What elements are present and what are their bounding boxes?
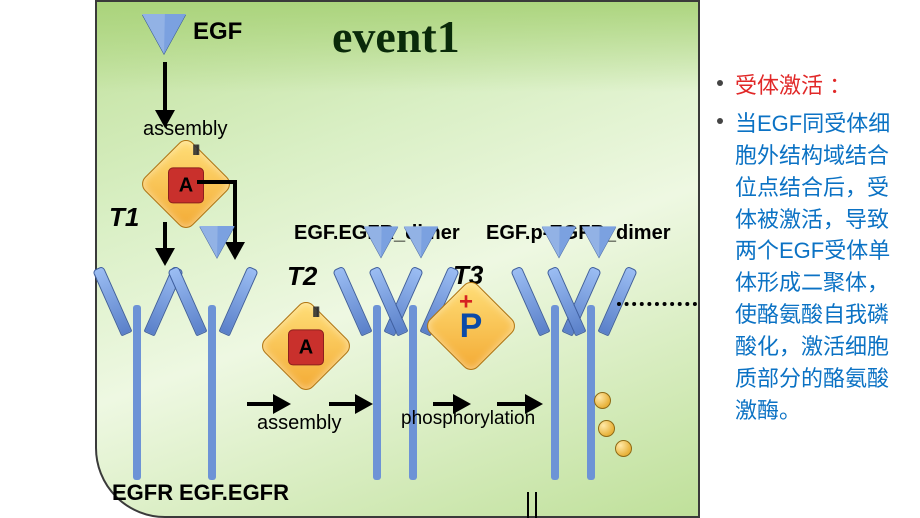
egf-bound-3a [542, 226, 576, 257]
receptor-egfr [117, 250, 157, 480]
egf-bound-2b [404, 226, 438, 257]
annotation-panel: 受体激活 ： 当EGF同受体细胞外结构域结合位点结合后，受体被激活，导致两个EG… [700, 0, 920, 518]
egf-label: EGF [193, 18, 242, 46]
activator-t1: ||||||| A [138, 136, 234, 232]
bullet-icon [717, 80, 723, 86]
phospho-bead-1 [594, 392, 611, 409]
egf-bound-1 [199, 226, 234, 258]
frame-line-2 [535, 492, 537, 518]
bullet-icon [717, 118, 723, 124]
receptor-egf-egfr [192, 250, 232, 480]
body-text: 当EGF同受体细胞外结构域结合位点结合后，受体被激活，导致两个EGF受体单体形成… [735, 111, 890, 423]
egf-ligand-icon [142, 14, 186, 54]
event-title: event1 [332, 10, 460, 63]
assembly1-label: assembly [143, 118, 227, 141]
receptor-pdimer-b [571, 250, 611, 480]
egf-bound-2a [364, 226, 398, 257]
assembly2-label: assembly [257, 412, 341, 435]
continuation-dots [617, 302, 697, 306]
receptor-dimer-b [393, 250, 433, 480]
dimer2-label: EGF.p-EGFR_dimer [486, 222, 670, 245]
annotation-body: 当EGF同受体细胞外结构域结合位点结合后，受体被激活，导致两个EGF受体单体形成… [715, 108, 910, 427]
egf-bound-3b [582, 226, 616, 257]
diagram-canvas: event1 EGF assembly ||||||| A T1 T2 ||||… [95, 0, 700, 518]
arrow-t1-down [163, 222, 167, 250]
arrow-t3-in [433, 402, 455, 406]
t2-label: T2 [287, 261, 317, 292]
frame-line-1 [527, 492, 529, 518]
egfr-label: EGFR [112, 480, 173, 506]
phosph-label: phosphorylation [401, 408, 535, 430]
t1-label: T1 [109, 202, 139, 233]
arrow-t2-out [329, 402, 357, 406]
phospho-bead-3 [615, 440, 632, 457]
arrow-egf-down [163, 62, 167, 112]
heading-text: 受体激活 ： [735, 73, 851, 98]
annotation-heading: 受体激活 ： [715, 70, 910, 102]
arrow-t1-right [197, 180, 235, 184]
activator-t2: ||||||| A [258, 298, 354, 394]
phospho-bead-2 [598, 420, 615, 437]
egf-egfr-label: EGF.EGFR [179, 480, 289, 506]
arrow-t2-in [247, 402, 275, 406]
arrow-t3-out [497, 402, 527, 406]
